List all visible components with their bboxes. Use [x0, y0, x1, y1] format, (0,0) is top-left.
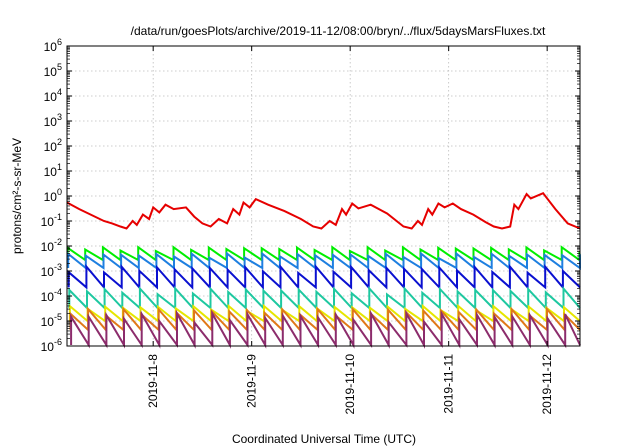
x-axis: 2019-11-8 2019-11-9 2019-11-10 2019-11-11 20…: [146, 46, 554, 415]
y-axis: 10-6 10-5 10-4 10-3 10-2 10-1 100 101 102 103 104 1…: [41, 37, 580, 354]
y-tick-label: 10-6: [41, 337, 62, 354]
series-line: [68, 285, 581, 311]
series-line: [66, 191, 581, 230]
y-tick-label: 10-2: [41, 237, 62, 254]
y-tick-label: 103: [44, 112, 62, 129]
y-tick-label: 101: [44, 162, 62, 179]
y-tick-label: 100: [44, 187, 62, 204]
x-tick-label: 2019-11-11: [442, 354, 456, 414]
x-axis-label: Coordinated Universal Time (UTC): [232, 432, 416, 446]
gridlines: [67, 46, 580, 346]
y-tick-label: 104: [44, 87, 62, 104]
y-tick-label: 10-4: [41, 287, 62, 304]
y-tick-label: 102: [44, 137, 62, 154]
x-tick-label: 2019-11-12: [540, 354, 554, 415]
series-group: [66, 191, 581, 349]
x-tick-label: 2019-11-10: [343, 354, 357, 415]
series-line: [70, 309, 581, 349]
x-tick-label: 2019-11-8: [146, 354, 160, 408]
series-line: [66, 245, 581, 262]
y-tick-label: 105: [44, 62, 62, 79]
chart-title: /data/run/goesPlots/archive/2019-11-12/0…: [131, 24, 546, 38]
y-tick-label: 10-3: [41, 262, 62, 279]
y-tick-label: 10-1: [41, 212, 62, 229]
y-tick-label: 106: [44, 37, 62, 54]
y-axis-label: protons/cm²-s-sr-MeV: [10, 138, 24, 254]
x-tick-label: 2019-11-9: [245, 354, 259, 408]
series-line: [67, 263, 581, 291]
y-tick-label: 10-5: [41, 312, 62, 329]
